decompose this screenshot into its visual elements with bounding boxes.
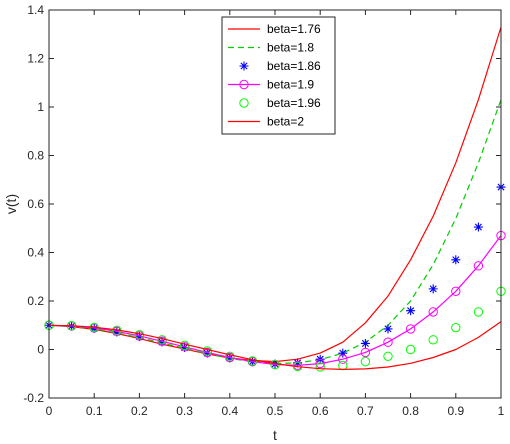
legend-item: beta=1.86 <box>239 59 321 73</box>
legend-item: beta=1.8 <box>228 41 314 55</box>
y-tick-label: 0.4 <box>27 246 44 260</box>
series-line <box>48 235 502 366</box>
data-point <box>180 343 190 353</box>
legend-label: beta=1.86 <box>267 59 321 73</box>
data-point <box>428 335 438 345</box>
x-tick-label: 0.9 <box>447 404 464 418</box>
y-tick-label: 1 <box>37 100 44 114</box>
data-point <box>451 322 461 333</box>
x-tick-label: 0.4 <box>221 404 238 418</box>
data-point <box>405 324 416 334</box>
data-point <box>473 261 484 271</box>
y-tick-label: 0 <box>37 343 44 357</box>
data-point <box>406 306 416 316</box>
series-5 <box>48 321 502 370</box>
data-point <box>360 356 371 367</box>
x-tick-label: 0.1 <box>86 404 103 418</box>
data-point <box>157 337 167 347</box>
data-point <box>428 307 438 317</box>
legend-item: beta=2 <box>228 115 304 129</box>
data-point <box>134 332 144 342</box>
data-point <box>383 351 393 361</box>
x-tick-label: 1 <box>498 404 505 418</box>
legend-label: beta=2 <box>267 115 304 129</box>
data-point <box>451 286 461 296</box>
series-line <box>48 321 502 370</box>
x-tick-label: 0.3 <box>176 404 193 418</box>
x-tick-label: 0.2 <box>131 404 148 418</box>
x-tick-label: 0 <box>46 404 53 418</box>
data-point <box>405 344 416 355</box>
y-tick-label: -0.2 <box>23 391 44 405</box>
series-layer <box>44 26 506 372</box>
legend-box <box>221 16 336 135</box>
data-point <box>473 307 484 317</box>
data-point <box>383 337 393 347</box>
data-point <box>239 79 249 90</box>
y-tick-label: 0.8 <box>27 149 44 163</box>
data-point <box>451 255 461 265</box>
series-line <box>48 99 502 365</box>
legend-item: beta=1.96 <box>239 96 321 110</box>
legend-item: beta=1.76 <box>228 22 321 36</box>
x-tick-label: 0.8 <box>402 404 419 418</box>
data-point <box>338 354 348 364</box>
y-axis-label: v(t) <box>3 194 19 214</box>
data-point <box>315 362 325 372</box>
data-point <box>293 358 303 368</box>
x-axis-label: t <box>273 427 277 443</box>
data-point <box>360 338 370 348</box>
x-tick-label: 0.5 <box>267 404 284 418</box>
legend-label: beta=1.96 <box>267 96 321 110</box>
data-point <box>360 347 371 358</box>
data-point <box>112 327 122 337</box>
legend-item: beta=1.9 <box>228 78 314 92</box>
y-tick-label: 0.6 <box>27 197 44 211</box>
data-point <box>239 98 249 108</box>
legend-label: beta=1.76 <box>267 22 321 36</box>
legend-label: beta=1.8 <box>267 41 314 55</box>
y-tick-label: 0.2 <box>27 294 44 308</box>
data-point <box>383 324 393 334</box>
data-point <box>473 222 483 232</box>
x-tick-label: 0.6 <box>312 404 329 418</box>
y-tick-label: 1.2 <box>27 52 44 66</box>
y-tick-label: 1.4 <box>27 3 44 17</box>
data-point <box>315 358 325 369</box>
data-point <box>239 61 249 71</box>
series-1 <box>48 99 502 365</box>
legend-label: beta=1.9 <box>267 78 314 92</box>
data-point <box>338 348 348 358</box>
data-point <box>428 284 438 294</box>
legend: beta=1.76 beta=1.8 beta=1.86 beta=1.9 beta=1… <box>221 16 336 135</box>
data-point <box>202 348 212 358</box>
ticks-layer: 0 0.1 0.2 0.3 0.4 0.5 0.6 0.7 0.8 0.9 1-0.200.20.4… <box>23 3 504 418</box>
x-tick-label: 0.7 <box>357 404 374 418</box>
